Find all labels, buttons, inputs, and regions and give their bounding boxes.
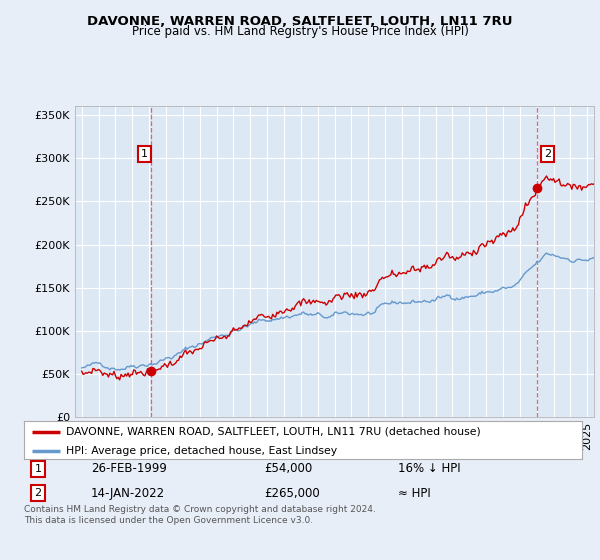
Text: ≈ HPI: ≈ HPI: [398, 487, 431, 500]
Text: 26-FEB-1999: 26-FEB-1999: [91, 463, 167, 475]
Text: 1: 1: [141, 149, 148, 159]
Text: DAVONNE, WARREN ROAD, SALTFLEET, LOUTH, LN11 7RU (detached house): DAVONNE, WARREN ROAD, SALTFLEET, LOUTH, …: [66, 427, 481, 437]
Text: 2: 2: [34, 488, 41, 498]
Text: DAVONNE, WARREN ROAD, SALTFLEET, LOUTH, LN11 7RU: DAVONNE, WARREN ROAD, SALTFLEET, LOUTH, …: [87, 15, 513, 27]
Text: 2: 2: [544, 149, 551, 159]
Text: Price paid vs. HM Land Registry's House Price Index (HPI): Price paid vs. HM Land Registry's House …: [131, 25, 469, 38]
Text: 1: 1: [34, 464, 41, 474]
Text: £54,000: £54,000: [264, 463, 312, 475]
Text: 16% ↓ HPI: 16% ↓ HPI: [398, 463, 460, 475]
Text: 14-JAN-2022: 14-JAN-2022: [91, 487, 165, 500]
Text: HPI: Average price, detached house, East Lindsey: HPI: Average price, detached house, East…: [66, 446, 337, 456]
Text: £265,000: £265,000: [264, 487, 320, 500]
Text: Contains HM Land Registry data © Crown copyright and database right 2024.
This d: Contains HM Land Registry data © Crown c…: [24, 505, 376, 525]
